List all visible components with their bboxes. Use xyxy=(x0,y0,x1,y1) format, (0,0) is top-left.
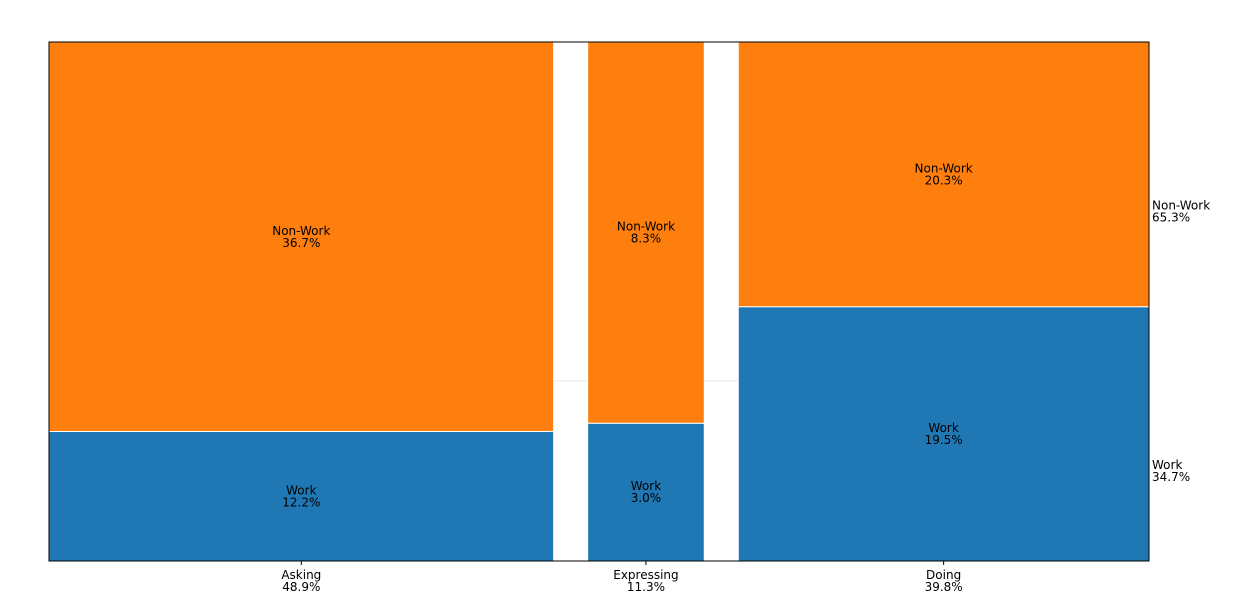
cell-asking-non-work xyxy=(48,41,555,433)
cell-doing-work xyxy=(737,306,1150,562)
right-label-non-work: Non-Work 65.3% xyxy=(1152,198,1210,224)
cell-label-doing-non-work: Non-Work 20.3% xyxy=(915,161,973,187)
cell-label-asking-work: Work 12.2% xyxy=(282,483,320,509)
cell-label-asking-non-work: Non-Work 36.7% xyxy=(272,224,330,250)
cell-label-expressing-work: Work 3.0% xyxy=(631,479,662,505)
cell-expressing-work xyxy=(587,422,705,562)
cell-label-doing-work: Work 19.5% xyxy=(925,421,963,447)
cell-label-expressing-non-work: Non-Work 8.3% xyxy=(617,220,675,246)
plot-frame xyxy=(48,41,1150,562)
x-tick-label-expressing: Expressing 11.3% xyxy=(613,568,678,594)
cell-doing-non-work xyxy=(737,41,1150,308)
cell-asking-work xyxy=(48,431,555,562)
x-tick-label-asking: Asking 48.9% xyxy=(281,568,321,594)
cell-expressing-non-work xyxy=(587,41,705,424)
x-tick-label-doing: Doing 39.8% xyxy=(925,568,963,594)
right-label-work: Work 34.7% xyxy=(1152,458,1190,484)
